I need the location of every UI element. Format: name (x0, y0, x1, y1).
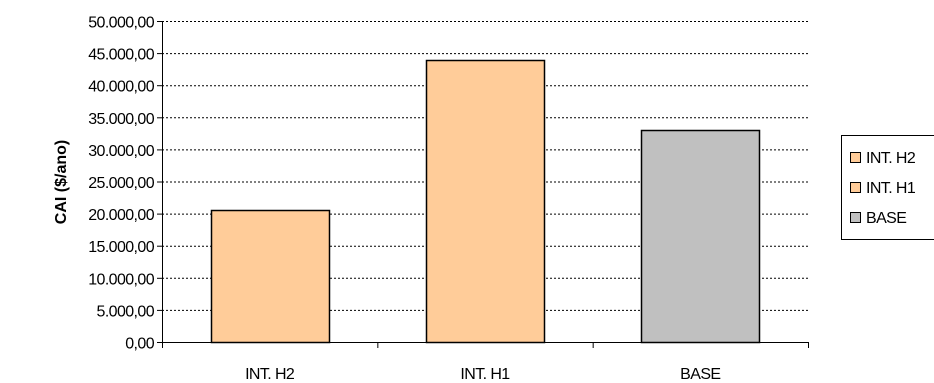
bar-int-h1 (425, 59, 546, 344)
x-tick-label: INT. H1 (460, 366, 510, 383)
x-tick-label: BASE (680, 366, 720, 383)
y-axis-title: CAI ($/ano) (53, 140, 70, 224)
legend-swatch (850, 152, 861, 163)
legend-label: INT. H1 (866, 180, 916, 197)
legend-label: BASE (866, 210, 906, 227)
legend-label: INT. H2 (866, 150, 916, 167)
y-tick-label: 30.000,00 (88, 143, 154, 160)
legend-swatch (850, 182, 861, 193)
bar-base (640, 129, 761, 344)
legend-swatch (850, 212, 861, 223)
y-tick-label: 35.000,00 (88, 111, 154, 128)
bar-int-h2 (210, 209, 331, 344)
y-tick-label: 5.000,00 (97, 303, 155, 320)
y-tick-label: 45.000,00 (88, 47, 154, 64)
y-tick-label: 15.000,00 (88, 239, 154, 256)
y-tick-label: 25.000,00 (88, 175, 154, 192)
y-tick-label: 50.000,00 (88, 15, 154, 32)
x-tick-labels: INT. H2 INT. H1 BASE (245, 366, 721, 383)
y-tick-label: 40.000,00 (88, 79, 154, 96)
y-tick-label: 20.000,00 (88, 207, 154, 224)
y-tick-label: 10.000,00 (88, 271, 154, 288)
bars (210, 59, 761, 344)
x-tick-label: INT. H2 (245, 366, 295, 383)
legend: INT. H2 INT. H1 BASE (841, 135, 934, 240)
y-tick-label: 0,00 (125, 336, 154, 353)
axes (157, 21, 809, 348)
y-tick-labels: 0,00 5.000,00 10.000,00 15.000,00 20.000,00 2… (88, 15, 155, 353)
